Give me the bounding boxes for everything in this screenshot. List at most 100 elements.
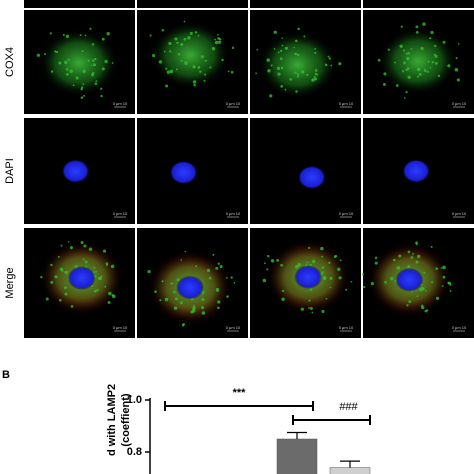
green-speck: [112, 294, 116, 299]
green-speck: [321, 309, 325, 314]
green-speck: [43, 52, 47, 56]
green-speck: [212, 253, 215, 256]
green-speck: [280, 84, 284, 88]
green-speck: [168, 41, 172, 46]
green-speck: [221, 58, 224, 62]
green-speck: [214, 40, 219, 45]
green-speck: [161, 28, 165, 32]
green-speck: [329, 276, 333, 280]
green-speck: [92, 63, 96, 67]
green-speck: [449, 290, 452, 292]
green-speck: [203, 79, 206, 82]
scale-bar-label: 0 μm 10: [339, 325, 354, 330]
green-speck: [430, 245, 433, 248]
green-speck: [384, 280, 387, 284]
green-speck: [408, 300, 412, 304]
green-speck: [81, 50, 84, 53]
green-speck: [189, 31, 193, 35]
green-speck: [394, 61, 396, 64]
green-speck: [455, 57, 458, 60]
green-speck: [54, 50, 56, 53]
green-speck: [415, 243, 418, 246]
green-speck: [230, 70, 234, 74]
green-speck: [209, 66, 212, 69]
green-speck: [217, 262, 220, 265]
green-speck: [289, 77, 293, 81]
green-speck: [429, 37, 432, 40]
green-speck: [204, 73, 207, 76]
green-speck: [100, 87, 103, 90]
green-speck: [416, 75, 419, 78]
green-speck: [296, 53, 300, 57]
green-speck: [191, 309, 196, 313]
green-speck: [94, 57, 97, 61]
green-speck: [333, 255, 337, 259]
green-speck: [419, 288, 423, 292]
green-speck: [40, 275, 43, 279]
green-speck: [80, 96, 84, 99]
green-speck: [437, 74, 441, 78]
green-speck: [281, 289, 285, 293]
green-speck: [457, 43, 460, 45]
green-speck: [255, 72, 257, 75]
green-speck: [328, 261, 331, 265]
green-speck: [338, 62, 342, 66]
green-speck: [201, 298, 205, 302]
green-speck: [181, 323, 185, 327]
green-speck: [269, 94, 273, 98]
green-speck: [57, 255, 60, 258]
green-speck: [421, 304, 424, 307]
scale-bar-label: 0 μm 10: [339, 101, 354, 106]
nucleus: [297, 165, 326, 190]
green-speck: [95, 80, 98, 82]
green-speck: [173, 306, 178, 310]
green-speck: [281, 37, 284, 39]
green-speck: [410, 256, 414, 259]
green-signal: [38, 28, 119, 97]
row-label: COX4: [4, 47, 16, 77]
bar: [276, 438, 318, 474]
green-speck: [82, 69, 86, 74]
green-speck: [50, 70, 54, 73]
green-speck: [176, 68, 178, 71]
green-speck: [396, 266, 401, 270]
green-speck: [420, 305, 425, 310]
green-speck: [174, 37, 178, 41]
green-speck: [297, 27, 300, 31]
green-speck: [280, 49, 283, 52]
green-speck: [407, 75, 411, 79]
green-speck: [184, 61, 188, 65]
green-speck: [309, 306, 313, 310]
green-speck: [390, 276, 394, 281]
green-speck: [91, 43, 95, 46]
green-speck: [90, 64, 93, 67]
green-speck: [180, 59, 183, 62]
green-speck: [54, 275, 58, 279]
green-speck: [324, 63, 328, 67]
green-speck: [208, 276, 212, 280]
green-speck: [403, 97, 406, 99]
green-speck: [308, 246, 311, 250]
green-speck: [36, 53, 40, 57]
green-speck: [256, 48, 258, 51]
green-speck: [321, 255, 324, 258]
green-speck: [197, 66, 201, 69]
green-speck: [415, 260, 419, 264]
green-speck: [161, 280, 164, 283]
scale-bar-label: 0 μm 10: [226, 101, 241, 106]
green-speck: [201, 306, 205, 310]
green-speck: [295, 264, 299, 269]
green-speck: [147, 270, 151, 274]
nucleus: [176, 275, 205, 300]
green-speck: [101, 67, 105, 71]
green-speck: [321, 266, 325, 269]
green-speck: [84, 34, 87, 37]
green-speck: [225, 277, 228, 279]
green-speck: [226, 295, 229, 298]
green-speck: [233, 281, 236, 284]
green-speck: [192, 306, 196, 310]
scale-bar-label: 0 μm 10: [452, 325, 467, 330]
green-speck: [417, 254, 421, 259]
green-speck: [231, 46, 235, 50]
green-speck: [395, 84, 399, 87]
